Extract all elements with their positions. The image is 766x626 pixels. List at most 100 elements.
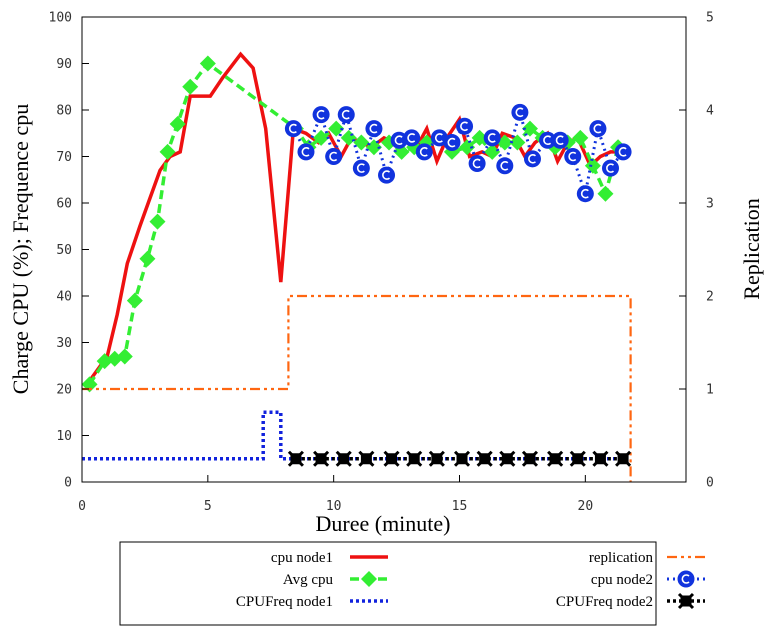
y-tick-label-9: 90 [56, 57, 72, 72]
data-point-2-18 [523, 150, 541, 168]
data-point-2-3 [325, 148, 343, 165]
data-point-1-29 [521, 120, 538, 137]
data-point-5-8 [476, 450, 493, 467]
y2-tick-label-4: 4 [706, 104, 714, 119]
data-point-2-2 [312, 106, 330, 124]
data-point-5-12 [569, 450, 586, 467]
plot-marks [81, 51, 632, 482]
data-point-1-7 [159, 143, 176, 160]
data-point-2-8 [390, 131, 408, 149]
data-point-1-8 [169, 115, 186, 132]
series-3 [82, 294, 632, 482]
y-axis-label: Charge CPU (%); Frequence cpu [8, 104, 33, 394]
data-point-2-9 [403, 129, 421, 147]
data-point-5-1 [313, 450, 330, 467]
legend-item-1: replication [589, 550, 705, 566]
data-point-5-5 [406, 450, 423, 467]
legend-item-3: cpu node2 [591, 570, 705, 588]
data-point-1-3 [116, 348, 133, 365]
data-point-1-28 [509, 134, 526, 151]
data-point-5-0 [287, 450, 304, 467]
legend-marker-3 [677, 570, 695, 588]
data-point-1-35 [597, 185, 614, 202]
y-tick-label-7: 70 [56, 150, 72, 165]
data-point-2-7 [378, 166, 396, 184]
data-point-2-20 [551, 131, 569, 149]
data-point-2-23 [589, 120, 607, 138]
x-tick-label-4: 20 [578, 499, 594, 514]
data-point-1-34 [584, 157, 601, 174]
data-point-2-22 [576, 185, 594, 203]
data-point-1-33 [572, 129, 589, 146]
y2-tick-label-1: 1 [706, 383, 714, 398]
x-axis-label: Duree (minute) [316, 511, 451, 536]
data-point-5-14 [615, 450, 632, 467]
legend-item-0: cpu node1 [271, 550, 388, 566]
data-point-2-16 [496, 157, 514, 175]
legend-label-0: cpu node1 [271, 550, 333, 566]
data-point-1-6 [149, 213, 166, 230]
legend-label-3: cpu node2 [591, 572, 653, 588]
data-point-1-17 [365, 139, 382, 156]
data-point-2-17 [511, 103, 529, 121]
data-point-1-16 [353, 134, 370, 151]
data-point-5-2 [335, 450, 352, 467]
data-point-5-13 [592, 450, 609, 467]
data-point-2-19 [539, 131, 557, 149]
data-point-2-6 [365, 120, 383, 138]
y-tick-label-4: 40 [56, 290, 72, 305]
y2-tick-label-5: 5 [706, 11, 714, 26]
data-point-2-1 [297, 143, 315, 161]
y-tick-label-3: 30 [56, 336, 72, 351]
data-point-2-5 [352, 159, 370, 177]
y2-tick-label-2: 2 [706, 290, 714, 305]
legend-item-4: CPUFreq node1 [236, 594, 388, 610]
data-point-5-10 [521, 450, 539, 467]
x-tick-label-3: 15 [452, 499, 468, 514]
legend-item-2: Avg cpu [283, 571, 388, 588]
y-tick-label-6: 60 [56, 197, 72, 212]
data-point-2-0 [284, 120, 302, 138]
data-point-1-5 [139, 250, 156, 267]
y-tick-label-8: 80 [56, 104, 72, 119]
data-point-1-10 [199, 55, 216, 72]
y2-axis-label: Replication [739, 198, 764, 299]
data-point-2-21 [564, 148, 582, 165]
legend-marker-5 [677, 592, 695, 610]
data-point-2-25 [614, 143, 632, 161]
data-point-5-11 [547, 450, 564, 467]
y2-tick-label-0: 0 [706, 476, 714, 491]
data-point-2-4 [337, 106, 355, 124]
data-point-1-24 [459, 139, 476, 156]
legend-label-5: CPUFreq node2 [556, 594, 653, 610]
data-point-5-7 [453, 450, 471, 467]
y-tick-label-5: 50 [56, 243, 72, 258]
data-point-1-25 [471, 129, 488, 146]
legend: cpu node1 replication Avg cpu cpu node2 CPUF… [119, 541, 705, 626]
x-tick-label-0: 0 [78, 499, 86, 514]
y-tick-label-10: 100 [49, 11, 72, 26]
data-point-1-4 [126, 292, 143, 309]
data-point-1-13 [313, 129, 330, 146]
data-point-2-15 [483, 129, 501, 147]
data-point-5-4 [383, 450, 400, 467]
data-point-2-14 [468, 154, 486, 172]
y-tick-label-2: 20 [56, 383, 72, 398]
legend-box [119, 541, 657, 626]
y-tick-label-0: 0 [64, 476, 72, 491]
x-tick-label-1: 5 [204, 499, 212, 514]
data-point-2-12 [443, 134, 461, 152]
data-point-5-3 [358, 450, 375, 467]
data-point-2-24 [602, 159, 619, 177]
legend-item-5: CPUFreq node2 [556, 592, 705, 610]
data-point-2-13 [456, 117, 474, 135]
legend-items: cpu node1 replication Avg cpu cpu node2 CPUF… [236, 550, 705, 610]
y2-tick-label-3: 3 [706, 197, 714, 212]
data-point-5-9 [499, 450, 516, 467]
legend-marker-2 [361, 571, 377, 587]
y-tick-label-1: 10 [56, 429, 72, 444]
legend-label-2: Avg cpu [283, 572, 334, 588]
